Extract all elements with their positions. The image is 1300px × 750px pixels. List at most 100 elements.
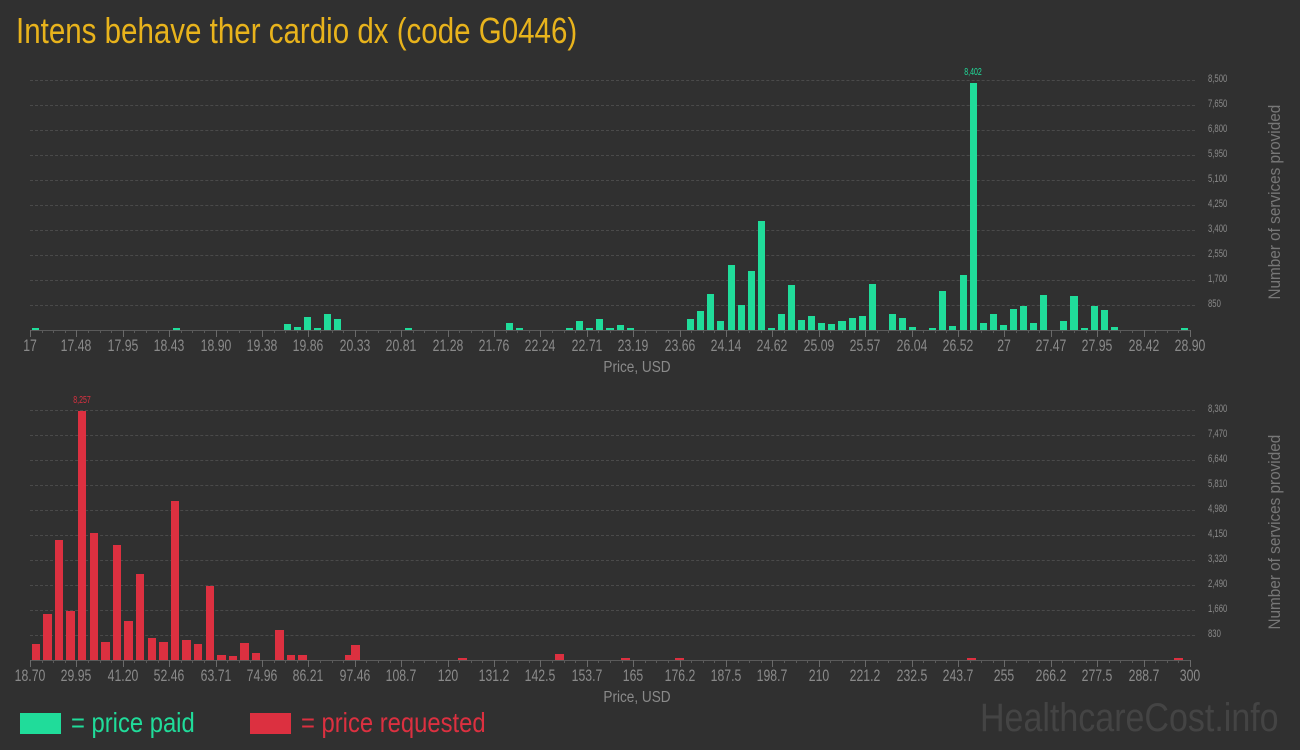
x-minor-tick (992, 330, 994, 333)
x-tick (215, 330, 217, 337)
x-tick (76, 660, 78, 667)
x-minor-tick (656, 330, 658, 333)
histogram-bar (757, 221, 765, 330)
x-minor-tick (53, 330, 55, 333)
x-minor-tick (575, 660, 577, 663)
x-minor-tick (192, 330, 194, 333)
histogram-bar (298, 654, 307, 660)
y-tick-label: 3,400 (1208, 223, 1228, 235)
histogram-bar (626, 328, 634, 330)
x-minor-tick (250, 330, 252, 333)
x-tick-label: 52.46 (153, 666, 185, 685)
x-minor-tick (691, 660, 693, 663)
x-tick-label: 17 (23, 336, 37, 355)
x-minor-tick (331, 330, 333, 333)
x-minor-tick (1120, 330, 1122, 333)
x-tick (447, 330, 449, 337)
x-tick (958, 330, 959, 337)
x-tick-label: 165 (622, 666, 644, 685)
x-minor-tick (830, 660, 832, 663)
x-minor-tick (99, 660, 101, 663)
x-tick-label: 288.7 (1128, 666, 1159, 685)
grid-line (30, 635, 1195, 636)
x-tick (633, 330, 635, 337)
x-minor-tick (737, 660, 739, 663)
x-minor-tick (1166, 330, 1168, 333)
histogram-bar (808, 315, 816, 330)
grid-line (30, 230, 1195, 231)
x-minor-tick (842, 330, 843, 333)
x-axis-title: Price, USD (603, 689, 671, 706)
x-minor-tick (505, 330, 507, 333)
x-minor-tick (331, 660, 333, 663)
x-minor-tick (1016, 330, 1017, 333)
x-minor-tick (1178, 660, 1180, 663)
histogram-bar (112, 544, 122, 660)
x-minor-tick (528, 660, 530, 663)
histogram-bar (767, 328, 775, 330)
y-tick-label: 4,250 (1208, 198, 1228, 210)
x-tick-label: 153.7 (571, 666, 603, 685)
x-minor-tick (238, 330, 240, 333)
y-tick-label: 2,490 (1208, 578, 1228, 590)
page-title: Intens behave ther cardio dx (code G0446… (16, 10, 578, 51)
x-tick-label: 28.90 (1174, 336, 1206, 355)
x-tick (1050, 330, 1052, 337)
x-tick (447, 660, 449, 667)
x-minor-tick (459, 660, 461, 663)
x-tick-label: 210 (808, 666, 830, 685)
x-minor-tick (969, 330, 971, 333)
grid-line (30, 205, 1195, 206)
x-minor-tick (784, 660, 785, 663)
histogram-bar (989, 313, 997, 330)
x-minor-tick (1108, 330, 1110, 333)
y-axis-title: Number of services provided (1265, 434, 1284, 630)
watermark: HealthcareCost.info (980, 696, 1279, 740)
grid-line (30, 435, 1195, 436)
x-tick (30, 660, 31, 667)
y-tick-label: 4,150 (1208, 528, 1228, 540)
histogram-bar (848, 318, 856, 330)
x-minor-tick (876, 660, 878, 663)
peak-value-label: 8,257 (73, 395, 91, 407)
x-minor-tick (1062, 330, 1064, 333)
x-tick-label: 187.5 (710, 666, 742, 685)
histogram-bar (909, 327, 917, 330)
histogram-bar (251, 653, 261, 660)
x-minor-tick (946, 660, 948, 663)
x-tick-label: 41.20 (107, 666, 139, 685)
grid-line (30, 155, 1195, 156)
x-minor-tick (53, 660, 55, 663)
histogram-bar (31, 328, 39, 330)
x-tick (308, 330, 310, 337)
histogram-bar (747, 270, 755, 330)
x-minor-tick (146, 660, 147, 663)
x-tick-label: 255 (994, 666, 1015, 685)
histogram-bar (888, 313, 896, 330)
histogram-bar (979, 323, 987, 330)
x-minor-tick (366, 330, 368, 333)
y-tick-label: 8,500 (1208, 73, 1228, 85)
x-tick (262, 330, 263, 337)
x-minor-tick (41, 330, 43, 333)
x-minor-tick (1027, 660, 1029, 663)
histogram-bar (159, 641, 168, 660)
histogram-bar (949, 326, 957, 330)
histogram-bar (334, 318, 342, 330)
x-minor-tick (1016, 660, 1017, 663)
x-minor-tick (1178, 330, 1180, 333)
y-tick-label: 1,700 (1208, 273, 1228, 285)
x-tick-label: 23.19 (617, 336, 649, 355)
y-tick-label: 8,300 (1208, 403, 1228, 415)
histogram-bar (404, 327, 412, 330)
x-tick (1190, 660, 1191, 667)
x-minor-tick (621, 660, 623, 663)
x-minor-tick (888, 330, 890, 333)
histogram-bar (788, 285, 796, 330)
x-tick-label: 24.14 (710, 336, 742, 355)
legend-paid-label: = price paid (71, 707, 195, 738)
x-tick-label: 108.7 (385, 666, 417, 685)
x-minor-tick (610, 330, 611, 333)
histogram-bar (303, 317, 311, 330)
y-tick-label: 850 (1208, 298, 1221, 310)
